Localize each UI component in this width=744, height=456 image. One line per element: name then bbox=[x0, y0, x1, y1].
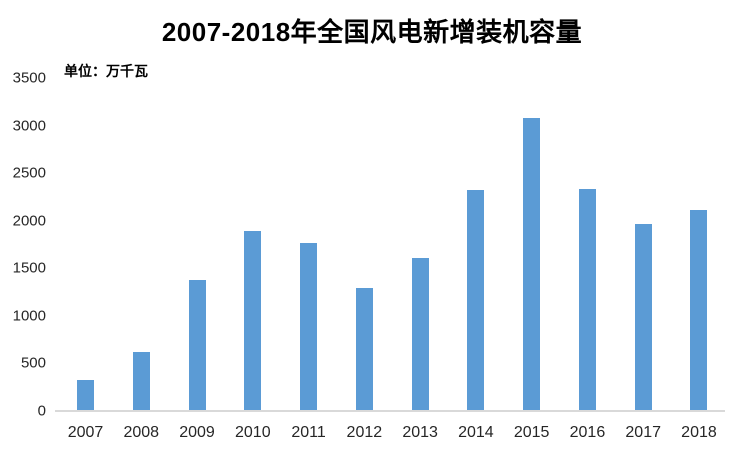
x-tick-label: 2008 bbox=[123, 424, 160, 441]
x-tick-label: 2012 bbox=[346, 424, 383, 441]
y-tick-label: 3000 bbox=[12, 117, 46, 135]
bar-2009 bbox=[188, 279, 206, 411]
y-tick-label: 1500 bbox=[12, 259, 46, 277]
y-tick-label: 2000 bbox=[12, 212, 46, 230]
y-tick-label: 0 bbox=[37, 402, 46, 420]
x-tick-label: 2013 bbox=[402, 424, 438, 441]
y-tick-label: 3500 bbox=[12, 69, 46, 87]
bar-2015 bbox=[523, 118, 541, 411]
x-tick-label: 2017 bbox=[625, 424, 661, 441]
unit-label: 单位：万千瓦 bbox=[64, 63, 148, 79]
chart-title: 2007-2018年全国风电新增装机容量 bbox=[161, 17, 583, 47]
bar-2007 bbox=[77, 379, 94, 411]
bar-2008 bbox=[132, 351, 150, 411]
x-tick-label: 2011 bbox=[291, 424, 326, 441]
bar-2012 bbox=[355, 287, 373, 411]
x-axis-line bbox=[55, 410, 725, 412]
x-tick-label: 2015 bbox=[513, 424, 550, 441]
bar-2014 bbox=[467, 190, 485, 411]
bar-2011 bbox=[300, 243, 318, 411]
x-tick-label: 2010 bbox=[235, 424, 271, 441]
bar-2018 bbox=[690, 209, 708, 411]
y-tick-label: 500 bbox=[20, 354, 46, 372]
x-tick-label: 2007 bbox=[67, 424, 104, 441]
bar-2010 bbox=[244, 230, 262, 411]
y-tick-label: 1000 bbox=[12, 307, 46, 325]
x-tick-label: 2016 bbox=[569, 424, 606, 441]
bar-2016 bbox=[578, 188, 596, 411]
x-tick-label: 2018 bbox=[681, 424, 717, 441]
x-tick-label: 2014 bbox=[458, 424, 494, 441]
bar-2017 bbox=[634, 223, 652, 411]
y-tick-label: 2500 bbox=[12, 164, 46, 182]
plot-area bbox=[55, 78, 725, 411]
bar-2013 bbox=[411, 257, 429, 411]
x-tick-label: 2009 bbox=[179, 424, 215, 441]
